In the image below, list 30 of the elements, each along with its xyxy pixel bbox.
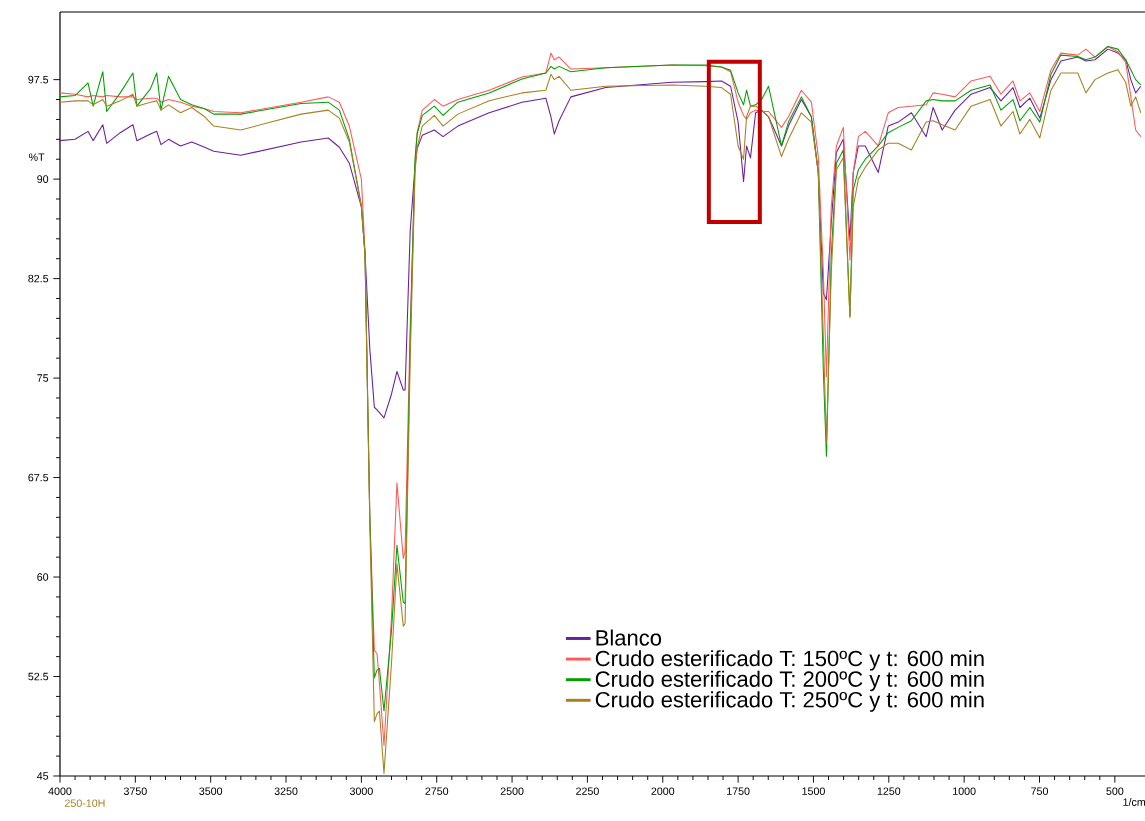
- legend-label: Blanco: [596, 629, 662, 646]
- y-tick-label: 52.5: [28, 672, 49, 681]
- y-tick-label: 67.5: [28, 473, 49, 482]
- y-tick-label: 90: [37, 175, 49, 183]
- x-axis-title: 1/cm: [1123, 798, 1145, 806]
- x-tick-label: 3250: [274, 787, 298, 795]
- x-tick-label: 1750: [727, 787, 750, 795]
- x-tick-label: 500: [1106, 787, 1124, 795]
- text: 250-10H: [65, 799, 105, 807]
- x-tick-label: 3500: [199, 787, 223, 795]
- x-tick-label: 1250: [877, 787, 901, 795]
- y-tick-label: 60: [37, 573, 49, 581]
- x-tick-label: 2750: [425, 787, 449, 795]
- y-tick-label: 97.5: [28, 75, 49, 84]
- x-tick-label: 3000: [349, 787, 373, 795]
- x-tick-label: 1000: [953, 787, 976, 795]
- legend-label: Crudo esterificado T: 200ºC y t: 600 min: [595, 670, 984, 692]
- legend-label: Crudo esterificado T: 250ºC y t: 600 min: [595, 691, 984, 712]
- y-tick-label: 75: [37, 374, 49, 382]
- y-tick-label: 82.5: [28, 274, 49, 283]
- legend-label: Crudo esterificado T: 150ºC y t: 600 min: [595, 650, 984, 671]
- x-tick-label: 2500: [500, 787, 524, 795]
- x-tick-label: 2250: [576, 787, 599, 795]
- x-tick-label: 750: [1031, 787, 1048, 795]
- y-tick-label: 45: [37, 772, 49, 780]
- x-tick-label: 1500: [802, 787, 825, 795]
- x-tick-label: 4000: [48, 787, 72, 795]
- x-tick-label: 2000: [651, 787, 675, 795]
- y-axis-title: %T: [28, 153, 45, 161]
- x-tick-label: 3750: [123, 787, 147, 795]
